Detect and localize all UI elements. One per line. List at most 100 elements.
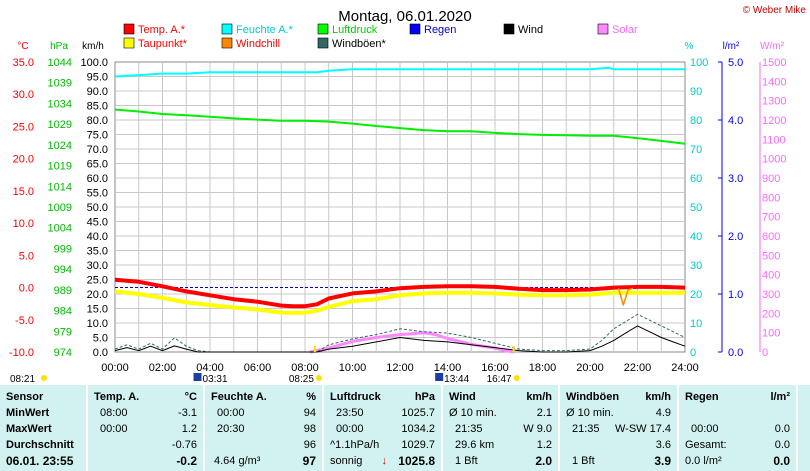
humidity-unit-label: % xyxy=(685,41,694,52)
x-tick-9: 18:00 xyxy=(529,362,557,374)
legend-swatch-5 xyxy=(597,23,609,35)
wind-unit: km/h xyxy=(526,391,552,403)
x-tick-4: 08:00 xyxy=(291,362,319,374)
weather-chart: Montag, 06.01.2020 © Weber Mike Temp. A.… xyxy=(8,5,807,385)
solar-tick-14: 100 xyxy=(762,328,780,340)
rain-unit: l/m² xyxy=(770,391,790,403)
solar-unit-label: W/m² xyxy=(760,41,785,52)
solar-tick-10: 500 xyxy=(762,250,780,262)
copyright-label: © Weber Mike xyxy=(743,5,807,16)
pressure-tick-14: 974 xyxy=(54,347,72,359)
statistics-table: Sensor MinWert MaxWert Durchschnitt 06.0… xyxy=(0,385,810,471)
temp-tick-2: 25.0 xyxy=(13,121,34,133)
moonrise-label: 13:44 xyxy=(444,374,469,385)
stats-col-extra xyxy=(798,385,810,471)
temp-tick-9: -10.0 xyxy=(9,347,34,359)
humidity-avg-value: 96 xyxy=(303,439,316,451)
wind-current-value: 2.0 xyxy=(535,454,552,468)
temp-unit: °C xyxy=(184,391,197,403)
pressure-max-time: 00:00 xyxy=(336,423,364,435)
row-label-max: MaxWert xyxy=(6,423,52,435)
gusts-avg-value: 3.6 xyxy=(655,439,671,451)
rain-total-value: 0.0 xyxy=(774,439,790,451)
wind-tick-9: 55.0 xyxy=(87,188,108,200)
solar-tick-11: 400 xyxy=(762,270,780,282)
row-label-avg: Durchschnitt xyxy=(6,439,74,451)
chart-legend: Temp. A.* Feuchte A.* Luftdruck Regen Wind So… xyxy=(123,23,638,50)
wind-tick-12: 40.0 xyxy=(87,231,108,243)
solar-tick-15: 0 xyxy=(762,347,768,359)
temp-tick-8: -5.0 xyxy=(15,315,34,327)
legend-swatch-1 xyxy=(221,23,233,35)
wind-tick-13: 35.0 xyxy=(87,246,108,258)
row-label-current: 06.01. 23:55 xyxy=(6,454,74,468)
pressure-trend-arrow-icon: ↓ xyxy=(381,455,388,467)
x-tick-8: 16:00 xyxy=(481,362,509,374)
chart-series xyxy=(114,66,686,354)
wind-tick-1: 95.0 xyxy=(87,72,108,84)
legend-label-6: Taupunkt* xyxy=(138,38,188,50)
pressure-tick-11: 989 xyxy=(54,285,72,297)
rain-tick-5: 0.0 xyxy=(728,347,743,359)
gusts-current-value: 3.9 xyxy=(654,454,671,468)
pressure-tick-5: 1019 xyxy=(48,161,72,173)
rain-tick-0: 5.0 xyxy=(728,57,743,69)
pressure-tick-3: 1029 xyxy=(48,119,72,131)
temp-header: Temp. A. xyxy=(94,391,140,403)
temp-min-time: 08:00 xyxy=(100,407,128,419)
legend-label-2: Luftdruck xyxy=(332,24,378,36)
sunset-icon xyxy=(513,375,520,381)
wind-max-value: W 9.0 xyxy=(523,423,552,435)
gusts-min-value: 4.9 xyxy=(655,407,671,419)
solar-tick-12: 300 xyxy=(762,289,780,301)
legend-label-7: Windchill xyxy=(236,38,280,50)
solar-tick-7: 800 xyxy=(762,192,780,204)
pressure-forecast: sonnig xyxy=(330,455,363,467)
row-label-min: MinWert xyxy=(6,407,50,419)
stats-col-labels: Sensor MinWert MaxWert Durchschnitt 06.0… xyxy=(0,385,86,471)
moonset-label: 03:31 xyxy=(203,374,228,385)
solar-tick-0: 1500 xyxy=(762,57,786,69)
legend-label-0: Temp. A.* xyxy=(138,24,186,36)
x-tick-11: 22:00 xyxy=(624,362,652,374)
temp-current-value: -0.2 xyxy=(176,454,197,468)
legend-label-3: Regen xyxy=(424,24,456,36)
chart-title: Montag, 06.01.2020 xyxy=(338,8,471,25)
legend-swatch-8 xyxy=(317,37,329,49)
wind-max-time: 21:35 xyxy=(455,423,483,435)
wind-tick-5: 75.0 xyxy=(87,130,108,142)
temp-max-time: 00:00 xyxy=(100,423,128,435)
humidity-min-time: 00:00 xyxy=(217,407,245,419)
wind-tick-4: 80.0 xyxy=(87,115,108,127)
stats-col-pressure: Luftdruck hPa 23:50 1025.7 00:00 1034.2 … xyxy=(324,385,441,471)
humidity-absolute: 4.64 g/m³ xyxy=(214,455,261,467)
legend-label-8: Windböen* xyxy=(332,38,387,50)
rain-tick-3: 2.0 xyxy=(728,231,743,243)
x-tick-7: 14:00 xyxy=(434,362,462,374)
pressure-tick-13: 979 xyxy=(54,326,72,338)
temp-unit-label: °C xyxy=(17,41,28,52)
legend-label-1: Feuchte A.* xyxy=(236,24,294,36)
pressure-tick-4: 1024 xyxy=(48,140,72,152)
wind-tick-16: 20.0 xyxy=(87,289,108,301)
wind-tick-20: 0.0 xyxy=(93,347,108,359)
gusts-max-time: 21:35 xyxy=(572,423,600,435)
wind-tick-0: 100.0 xyxy=(80,57,108,69)
wind-beaufort: 1 Bft xyxy=(455,455,478,467)
sunrise-label: 08:25 xyxy=(289,374,314,385)
solar-tick-1: 1400 xyxy=(762,76,786,88)
wind-tick-2: 90.0 xyxy=(87,86,108,98)
solar-tick-13: 200 xyxy=(762,308,780,320)
stats-col-rain: Regen l/m² 00:00 0.0 Gesamt: 0.0 0.0 l/m… xyxy=(679,385,796,471)
wind-tick-17: 15.0 xyxy=(87,304,108,316)
humidity-tick-1: 90 xyxy=(690,86,702,98)
solar-tick-5: 1000 xyxy=(762,154,786,166)
temp-tick-6: 5.0 xyxy=(19,250,34,262)
stats-col-gusts: Windböen km/h Ø 10 min. 4.9 21:35 W-SW 1… xyxy=(560,385,677,471)
gusts-header: Windböen xyxy=(566,391,620,403)
wind-min-label: Ø 10 min. xyxy=(449,407,497,419)
pressure-trend: ^1.1hPa/h xyxy=(330,439,380,451)
rain-unit-label: l/m² xyxy=(723,41,740,52)
wind-min-value: 2.1 xyxy=(536,407,552,419)
rain-tick-4: 1.0 xyxy=(728,289,743,301)
